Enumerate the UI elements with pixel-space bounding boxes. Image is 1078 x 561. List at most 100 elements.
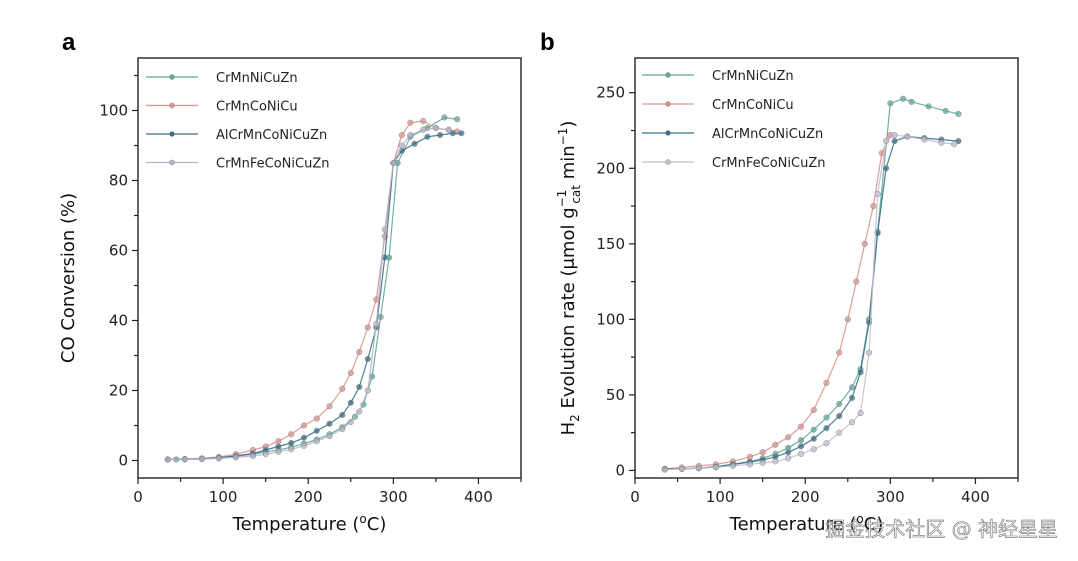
data-point: [712, 464, 719, 471]
data-point: [300, 422, 308, 429]
series-line: [664, 134, 955, 471]
data-point: [883, 165, 890, 172]
data-point: [921, 136, 928, 143]
data-point: [420, 126, 427, 133]
data-point: [823, 425, 830, 432]
data-point: [951, 141, 958, 148]
data-point: [356, 348, 363, 356]
data-point: [938, 139, 945, 146]
data-point: [848, 384, 856, 391]
data-point: [300, 434, 308, 441]
x-tick-label: 200: [791, 488, 820, 506]
x-tick-label: 300: [379, 488, 408, 506]
data-point: [908, 98, 915, 105]
data-point: [364, 387, 371, 394]
data-point: [810, 446, 817, 453]
data-point: [445, 126, 452, 133]
data-point: [836, 429, 843, 436]
legend-marker: [169, 102, 175, 109]
y-tick-label: 60: [109, 242, 128, 260]
data-point: [861, 240, 868, 247]
legend-item: CrMnCoNiCu: [642, 98, 794, 113]
legend-label: CrMnCoNiCu: [216, 100, 298, 115]
data-point: [215, 455, 222, 462]
data-point: [836, 349, 843, 356]
data-point: [891, 132, 898, 139]
y-tick-label: 40: [109, 312, 128, 330]
data-point: [797, 423, 805, 430]
series-line: [664, 134, 891, 470]
panel-label: a: [62, 29, 76, 56]
legend-item: CrMnFeCoNiCuZn: [146, 157, 329, 172]
legend-item: AlCrMnCoNiCuZn: [146, 128, 327, 143]
legend-item: AlCrMnCoNiCuZn: [642, 127, 823, 142]
x-axis-title: Temperature (oC): [729, 512, 884, 535]
data-point: [844, 316, 851, 323]
data-point: [364, 324, 371, 331]
data-point: [373, 320, 380, 328]
data-point: [441, 114, 448, 121]
legend-marker: [665, 159, 671, 165]
data-point: [347, 399, 354, 406]
data-point: [678, 465, 685, 472]
x-tick-label: 0: [630, 488, 640, 506]
data-point: [275, 443, 282, 450]
data-point: [823, 440, 830, 447]
x-tick-label: 400: [961, 488, 990, 506]
data-point: [904, 133, 911, 140]
x-tick-label: 100: [706, 488, 735, 506]
legend-label: CrMnNiCuZn: [216, 71, 298, 86]
x-tick-label: 300: [876, 488, 905, 506]
legend: CrMnNiCuZn CrMnCoNiCu AlCrMnCoNiCuZn CrMnFe…: [146, 71, 329, 172]
data-point: [339, 411, 346, 419]
data-point: [339, 425, 346, 433]
data-point: [313, 427, 320, 434]
series-CrMnCoNiCu: [661, 132, 894, 472]
panel-b: b 0 100 200 300 400 0 50 100 150 200 250 Temperature…: [540, 29, 1019, 535]
data-point: [407, 131, 414, 139]
data-point: [347, 418, 354, 426]
data-point: [262, 451, 269, 458]
data-point: [339, 385, 346, 392]
legend-label: CrMnCoNiCu: [712, 98, 794, 113]
data-point: [797, 437, 805, 444]
data-point: [437, 131, 444, 139]
data-point: [398, 142, 405, 149]
panel-a: a 0 100 200 300 400 0 20 40 60 80 100 Temperature (o…: [58, 29, 522, 535]
data-point: [797, 443, 805, 450]
legend-label: AlCrMnCoNiCuZn: [216, 128, 327, 143]
y-tick-label: 200: [596, 159, 625, 177]
x-axis-title: Temperature (oC): [232, 512, 387, 535]
data-point: [695, 465, 702, 472]
data-point: [759, 449, 766, 456]
data-point: [785, 434, 792, 441]
series-line: [167, 120, 458, 460]
data-point: [823, 379, 830, 386]
series-AlCrMnCoNiCuZn: [661, 133, 962, 472]
data-point: [449, 130, 456, 137]
data-point: [326, 403, 333, 410]
x-tick-label: 400: [464, 488, 493, 506]
series-AlCrMnCoNiCuZn: [164, 130, 465, 463]
data-point: [420, 117, 427, 125]
data-point: [887, 100, 894, 107]
data-point: [356, 383, 363, 391]
panel-label: b: [540, 29, 555, 56]
data-point: [874, 190, 881, 198]
data-point: [432, 124, 439, 132]
data-point: [729, 462, 736, 469]
legend-marker: [665, 130, 671, 136]
series-CrMnFeCoNiCuZn: [661, 132, 958, 473]
watermark: 掘金技术社区 @ 神经星星: [825, 517, 1058, 541]
data-point: [288, 431, 295, 438]
data-point: [772, 458, 779, 465]
legend-item: CrMnNiCuZn: [146, 71, 298, 86]
data-point: [398, 131, 405, 139]
legend: CrMnNiCuZn CrMnCoNiCu AlCrMnCoNiCuZn CrMnFe…: [642, 69, 825, 171]
series-line: [167, 127, 449, 460]
data-point: [853, 278, 860, 285]
data-point: [424, 133, 431, 140]
data-point: [377, 313, 384, 321]
data-point: [746, 461, 753, 468]
data-point: [313, 438, 320, 445]
